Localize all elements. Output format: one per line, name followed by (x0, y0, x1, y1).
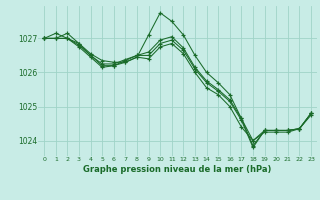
X-axis label: Graphe pression niveau de la mer (hPa): Graphe pression niveau de la mer (hPa) (84, 165, 272, 174)
